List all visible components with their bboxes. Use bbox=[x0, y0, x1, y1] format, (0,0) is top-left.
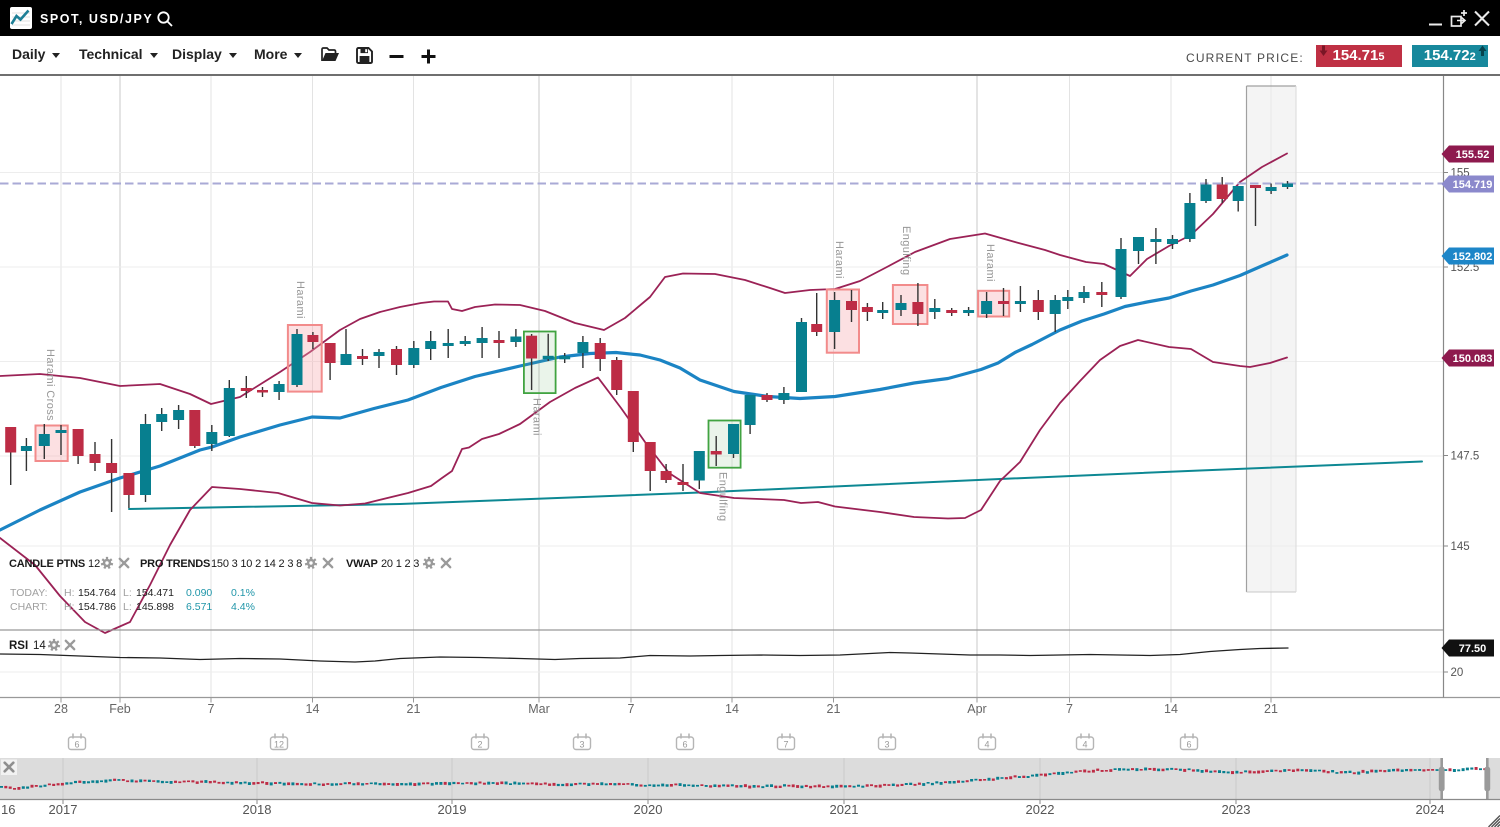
svg-text:Apr: Apr bbox=[967, 702, 986, 716]
svg-text:Harami: Harami bbox=[531, 398, 543, 436]
svg-text:6.571: 6.571 bbox=[186, 601, 212, 613]
svg-text:2023: 2023 bbox=[1222, 802, 1251, 817]
svg-text:Harami: Harami bbox=[833, 241, 845, 279]
svg-text:77.50: 77.50 bbox=[1459, 643, 1487, 655]
svg-text:Engulfing: Engulfing bbox=[900, 226, 912, 275]
svg-text:28: 28 bbox=[54, 702, 68, 716]
svg-text:PRO TRENDS: PRO TRENDS bbox=[140, 558, 210, 570]
svg-text:Harami Cross: Harami Cross bbox=[44, 349, 56, 421]
svg-text:2018: 2018 bbox=[243, 802, 272, 817]
svg-text:16: 16 bbox=[1, 802, 15, 817]
svg-text:4.4%: 4.4% bbox=[231, 601, 255, 613]
svg-text:4: 4 bbox=[984, 740, 989, 750]
svg-text:154.764: 154.764 bbox=[78, 587, 116, 599]
svg-text:21: 21 bbox=[1264, 702, 1278, 716]
svg-text:12: 12 bbox=[274, 740, 284, 750]
svg-text:150.083: 150.083 bbox=[1453, 353, 1493, 365]
svg-text:145.898: 145.898 bbox=[136, 601, 174, 613]
svg-text:7: 7 bbox=[1066, 702, 1073, 716]
svg-text:3: 3 bbox=[884, 740, 889, 750]
svg-text:RSI: RSI bbox=[9, 640, 28, 652]
svg-text:12: 12 bbox=[88, 558, 100, 570]
svg-text:21: 21 bbox=[407, 702, 421, 716]
svg-text:2019: 2019 bbox=[438, 802, 467, 817]
svg-text:Engulfing: Engulfing bbox=[717, 472, 729, 521]
svg-text:Mar: Mar bbox=[528, 702, 550, 716]
svg-text:21: 21 bbox=[827, 702, 841, 716]
svg-text:H:: H: bbox=[64, 601, 75, 613]
svg-text:CANDLE PTNS: CANDLE PTNS bbox=[9, 558, 85, 570]
svg-text:150 3 10 2 14 2 3 8: 150 3 10 2 14 2 3 8 bbox=[211, 558, 302, 570]
svg-text:2024: 2024 bbox=[1416, 802, 1445, 817]
svg-text:14: 14 bbox=[33, 640, 46, 652]
svg-text:6: 6 bbox=[682, 740, 687, 750]
svg-text:CHART:: CHART: bbox=[10, 601, 48, 613]
svg-text:0.090: 0.090 bbox=[186, 587, 212, 599]
svg-text:2020: 2020 bbox=[634, 802, 663, 817]
svg-text:145: 145 bbox=[1451, 541, 1470, 553]
svg-text:154.786: 154.786 bbox=[78, 601, 116, 613]
svg-text:7: 7 bbox=[208, 702, 215, 716]
svg-text:20 1 2 3: 20 1 2 3 bbox=[381, 558, 419, 570]
svg-text:152.5: 152.5 bbox=[1451, 262, 1480, 274]
svg-text:VWAP: VWAP bbox=[346, 558, 378, 570]
svg-text:6: 6 bbox=[74, 740, 79, 750]
svg-text:Feb: Feb bbox=[109, 702, 131, 716]
svg-text:6: 6 bbox=[1186, 740, 1191, 750]
svg-text:L:: L: bbox=[123, 587, 132, 599]
svg-text:14: 14 bbox=[725, 702, 739, 716]
svg-text:TODAY:: TODAY: bbox=[10, 587, 48, 599]
svg-text:0.1%: 0.1% bbox=[231, 587, 255, 599]
svg-text:7: 7 bbox=[783, 740, 788, 750]
svg-text:L:: L: bbox=[123, 601, 132, 613]
svg-text:H:: H: bbox=[64, 587, 75, 599]
svg-text:4: 4 bbox=[1082, 740, 1087, 750]
svg-text:3: 3 bbox=[579, 740, 584, 750]
svg-text:14: 14 bbox=[1164, 702, 1178, 716]
svg-text:147.5: 147.5 bbox=[1451, 451, 1480, 463]
svg-text:2021: 2021 bbox=[830, 802, 859, 817]
svg-text:7: 7 bbox=[628, 702, 635, 716]
svg-text:155.52: 155.52 bbox=[1456, 149, 1490, 161]
svg-text:2022: 2022 bbox=[1026, 802, 1055, 817]
svg-text:152.802: 152.802 bbox=[1453, 251, 1493, 263]
svg-text:Harami: Harami bbox=[984, 244, 996, 282]
svg-text:14: 14 bbox=[306, 702, 320, 716]
svg-text:20: 20 bbox=[1451, 667, 1464, 679]
svg-text:Harami: Harami bbox=[294, 281, 306, 319]
svg-text:154.719: 154.719 bbox=[1453, 179, 1493, 191]
svg-text:2017: 2017 bbox=[49, 802, 78, 817]
svg-text:2: 2 bbox=[477, 740, 482, 750]
svg-text:154.471: 154.471 bbox=[136, 587, 174, 599]
